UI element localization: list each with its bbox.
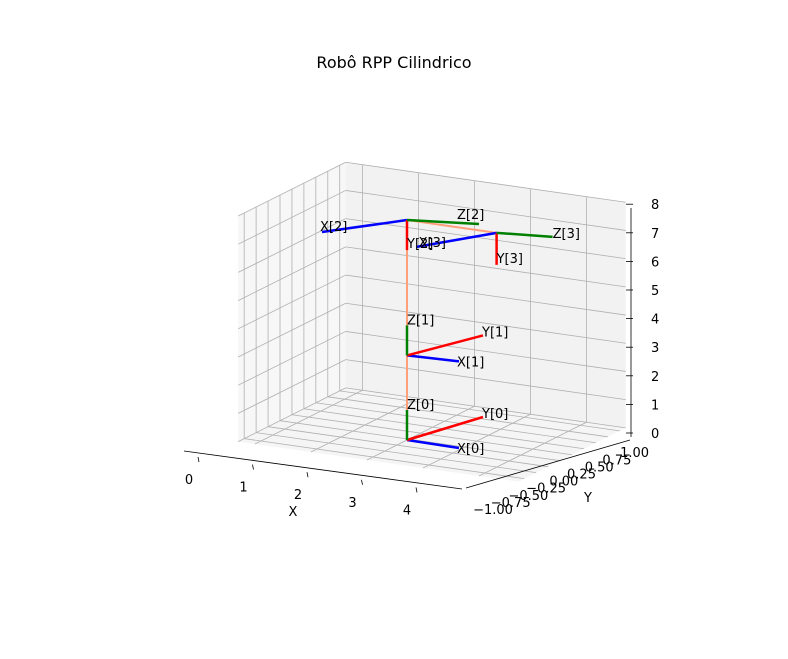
frame-0-x-axis (406, 438, 460, 450)
grid-line-z-back (345, 274, 626, 316)
frame-3-x-axis (416, 231, 497, 249)
tick-marks: 0 1 2 3 4 −1.00−0.75−0.50−0.250.000.250.500.7… (183, 198, 659, 520)
x-tick-label: 0 (185, 473, 193, 488)
robot-frames (321, 218, 553, 450)
y-tick-label: 0.25 (567, 468, 596, 483)
x-tick (306, 472, 309, 478)
z-tick-label: 1 (651, 398, 659, 413)
frame-2-z-label: Z[2] (457, 208, 484, 223)
grid-line-y-floor (279, 420, 561, 462)
grid-lines (238, 161, 626, 480)
y-tick-label: 0.75 (602, 453, 631, 468)
frame-3-z-axis (496, 231, 553, 239)
x-tick (197, 456, 200, 463)
z-tick-label: 5 (651, 284, 659, 299)
z-tick-label: 4 (651, 313, 659, 328)
y-tick-label: −1.00 (473, 503, 513, 518)
y-tick-label: 0.00 (549, 475, 578, 490)
x-tick (252, 464, 254, 470)
grid-line-y-floor (327, 396, 608, 438)
grid-line-z-back (345, 387, 626, 429)
frame-1-x-label: X[1] (457, 355, 484, 370)
z-tick-label: 6 (651, 255, 659, 270)
x-axis-line (183, 450, 463, 490)
frame-0-y-axis (406, 415, 484, 442)
y-tick-label: 1.00 (620, 446, 649, 461)
z-tick-label: 2 (651, 370, 659, 385)
grid-line-y-floor (291, 414, 573, 456)
x-tick-label: 3 (348, 496, 356, 511)
x-tick-label: 1 (239, 481, 247, 496)
x-tick-label: 4 (403, 503, 411, 518)
grid-line-z-back (345, 190, 626, 231)
grid-line-y-floor (339, 390, 620, 432)
axis-labels: X[0] Y[0] Z[0] X[1] Y[1] Z[1] X[2] Y[2] Z[2] X[3]… (320, 208, 580, 457)
grid-line-z-back (345, 359, 626, 401)
frame-1-y-axis (406, 334, 484, 357)
frame-1-z-label: Z[1] (407, 313, 434, 328)
frame-2-x-label: X[2] (320, 220, 347, 235)
y-axis-line (465, 439, 631, 489)
z-tick-label: 7 (651, 227, 659, 242)
grid-line-z-back (345, 331, 626, 372)
y-tick-label: −0.75 (491, 496, 531, 511)
frame-0-y-label: Y[0] (481, 407, 508, 422)
frame-2-z-axis (406, 218, 480, 226)
chart-title: Robô RPP Cilindrico (316, 53, 472, 72)
frame-2-x-axis (321, 218, 408, 234)
grid-line-z-back (345, 161, 626, 203)
frame-3-z-label: Z[3] (553, 227, 580, 242)
frame-3-x-label: X[3] (419, 236, 446, 251)
grid-line-z-back (345, 218, 626, 260)
x-axis-label: X (289, 505, 298, 520)
frame-2-y-label: Y[2] (406, 237, 433, 252)
frame-1-y-label: Y[1] (481, 325, 508, 340)
robot-link (406, 219, 497, 234)
z-tick-label: 0 (651, 427, 659, 442)
grid-line-y-floor (256, 432, 537, 474)
grid-line-z-back (345, 246, 626, 288)
x-tick-label: 2 (294, 488, 302, 503)
frame-0-z-label: Z[0] (407, 398, 434, 413)
grid-line-y-floor (268, 426, 549, 468)
x-tick (361, 479, 363, 485)
frame-3-y-label: Y[3] (496, 252, 523, 267)
grid-line-z-back (345, 302, 626, 344)
z-tick-label: 8 (651, 198, 659, 213)
y-tick-label: −0.50 (508, 489, 548, 504)
frame-1-x-axis (406, 354, 460, 363)
y-axis-label: Y (583, 491, 592, 506)
frame-0-x-label: X[0] (457, 442, 484, 457)
z-tick-label: 3 (651, 341, 659, 356)
grid-line-y-floor (244, 438, 525, 480)
grid-line-y-floor (315, 402, 596, 444)
x-tick (415, 487, 418, 493)
y-tick-label: 0.50 (585, 460, 614, 475)
y-tick-label: −0.25 (526, 482, 566, 497)
